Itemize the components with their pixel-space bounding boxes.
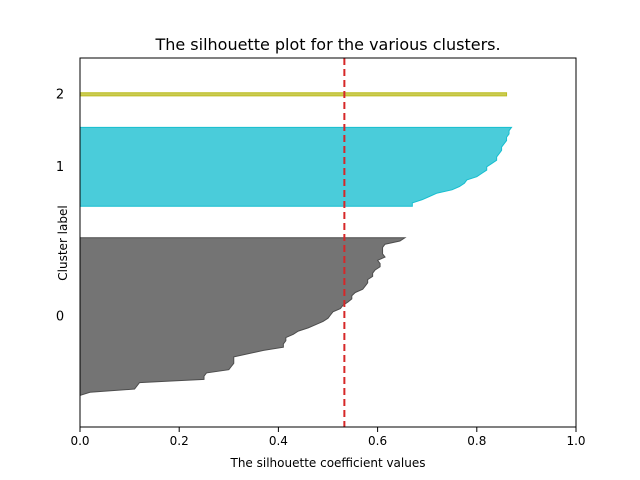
cluster-2-silhouette [79,92,508,97]
chart-title: The silhouette plot for the various clus… [154,35,500,54]
x-axis-label: The silhouette coefficient values [230,456,426,470]
x-tick-label: 0.8 [467,434,486,448]
x-tick-label: 0.4 [269,434,288,448]
cluster-0-silhouette [79,237,407,397]
x-tick-label: 1.0 [566,434,585,448]
x-axis-ticks: 0.0 0.2 0.4 0.6 0.8 1.0 [70,427,586,448]
x-tick-label: 0.2 [170,434,189,448]
cluster-label-1: 1 [56,160,64,175]
x-tick-label: 0.6 [368,434,387,448]
plot-frame [79,57,577,428]
cluster-1-silhouette [79,126,513,207]
x-tick-label: 0.0 [70,434,89,448]
cluster-label-2: 2 [56,87,64,102]
y-axis-label: Cluster label [56,205,70,280]
cluster-labels: 0 1 2 [56,87,64,324]
cluster-label-0: 0 [56,310,64,325]
cluster-silhouettes [79,92,513,397]
